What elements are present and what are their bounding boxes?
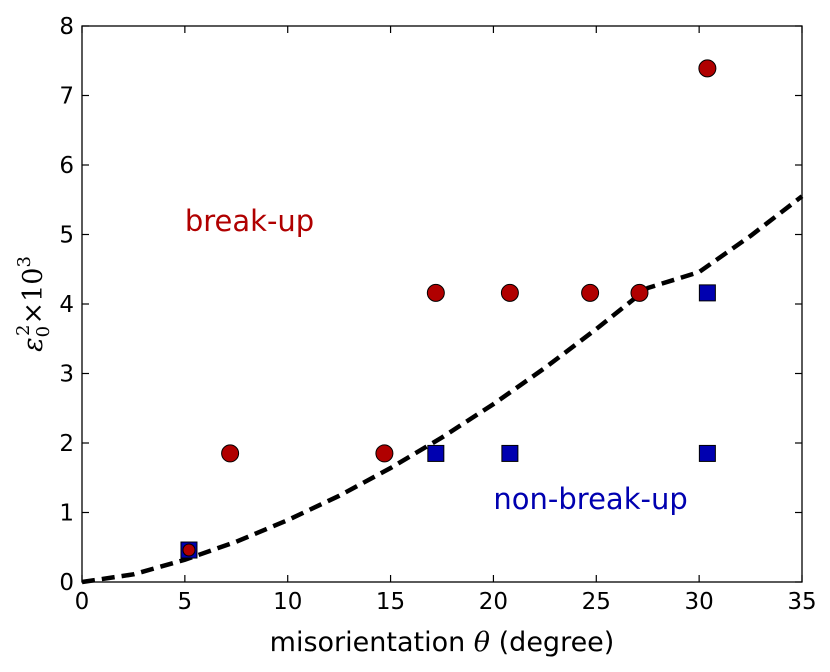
break-up-point bbox=[500, 283, 519, 302]
boundary-dashed-line bbox=[81, 194, 804, 585]
break-up-point bbox=[221, 444, 240, 463]
y-tick-label: 7 bbox=[59, 84, 74, 110]
non-break-up-point bbox=[698, 444, 716, 462]
non-break-up-point bbox=[427, 444, 445, 462]
x-tick-label: 0 bbox=[75, 589, 90, 615]
y-tick-label: 1 bbox=[59, 501, 74, 527]
y-tick-label: 3 bbox=[59, 362, 74, 388]
break-up-point bbox=[581, 283, 600, 302]
x-tick-label: 10 bbox=[273, 589, 302, 615]
y-tick-label: 4 bbox=[59, 292, 74, 318]
break-up-point bbox=[375, 444, 394, 463]
non-break-up-point bbox=[501, 444, 519, 462]
plot-frame bbox=[81, 25, 803, 583]
y-tick-label: 5 bbox=[59, 223, 74, 249]
region-annotation: non-break-up bbox=[493, 482, 687, 516]
y-tick-label: 0 bbox=[59, 570, 74, 596]
break-up-point bbox=[698, 59, 717, 78]
x-tick-label: 30 bbox=[685, 589, 714, 615]
y-tick-label: 8 bbox=[59, 14, 74, 40]
non-break-up-point bbox=[698, 284, 716, 302]
break-up-point bbox=[630, 283, 649, 302]
x-tick-label: 5 bbox=[178, 589, 193, 615]
y-tick-label: 6 bbox=[59, 153, 74, 179]
region-annotation: break-up bbox=[185, 204, 314, 238]
x-tick-label: 20 bbox=[479, 589, 508, 615]
break-up-point bbox=[426, 283, 445, 302]
x-axis-label: misorientation θ (degree) bbox=[270, 627, 615, 658]
x-tick-label: 25 bbox=[582, 589, 611, 615]
x-tick-label: 15 bbox=[376, 589, 405, 615]
x-tick-label: 35 bbox=[787, 589, 816, 615]
y-tick-label: 2 bbox=[59, 431, 74, 457]
y-axis-label: ε02×103 bbox=[13, 256, 54, 352]
break-up-point-overlay bbox=[182, 543, 196, 557]
